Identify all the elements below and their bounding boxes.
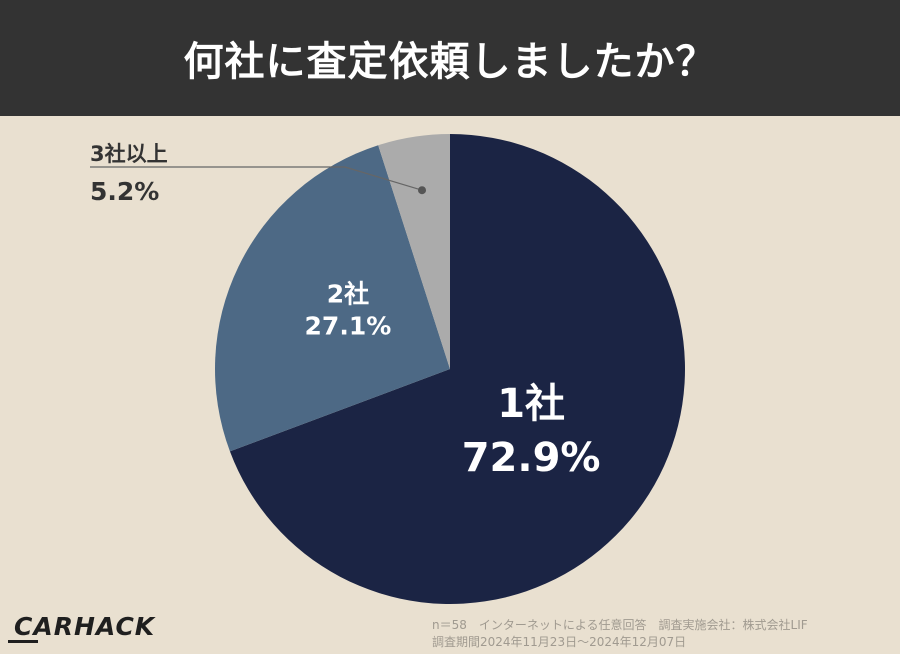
header-bar: 何社に査定依頼しましたか？ (0, 0, 900, 116)
slice-2-label: 2社 (327, 280, 369, 309)
footnote-line-2: 調査期間2024年11月23日〜2024年12月07日 (432, 635, 687, 649)
footnote-line-1: n＝58 インターネットによる任意回答 調査実施会社：株式会社LIF (432, 618, 808, 632)
pie-slice-1 (229, 134, 685, 605)
carhack-logo: CARHACK (14, 612, 156, 641)
pie-slice-2 (214, 145, 450, 452)
pie-slice-3 (378, 134, 450, 369)
logo-underline (8, 640, 38, 643)
slice-1-label: 1社 (497, 381, 565, 427)
slice-3-leader-line (90, 166, 423, 191)
slice-3-label: 3社以上 (90, 142, 168, 166)
slice-3-leader-dot (418, 186, 427, 195)
chart-title: 何社に査定依頼しましたか？ (183, 39, 717, 85)
slice-2-value: 27.1% (305, 312, 392, 341)
slice-1-value: 72.9% (462, 435, 601, 481)
footnote: n＝58 インターネットによる任意回答 調査実施会社：株式会社LIF 調査期間2… (432, 617, 808, 651)
slice-3-value: 5.2% (90, 177, 159, 206)
